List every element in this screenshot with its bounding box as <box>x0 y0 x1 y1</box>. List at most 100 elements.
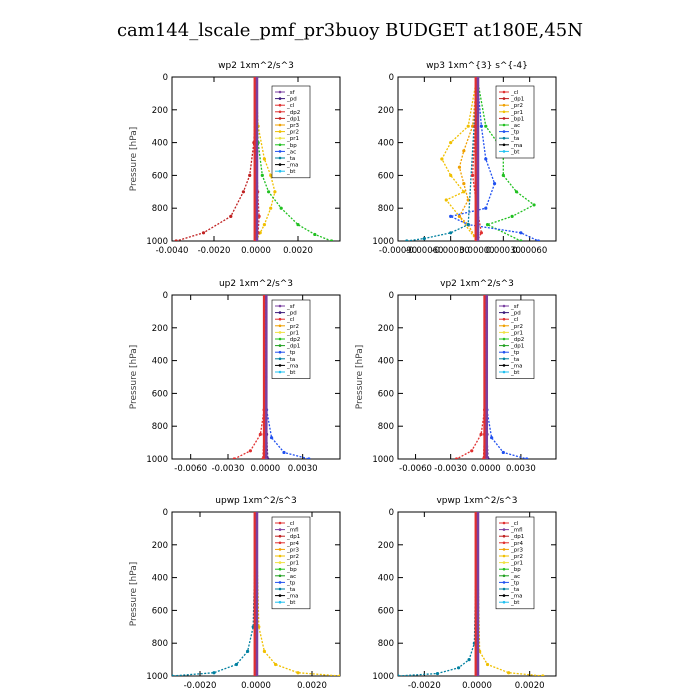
y-tick-label: 800 <box>378 204 394 214</box>
x-tick-label: 0.0020 <box>297 681 327 691</box>
series-point-pr1 <box>466 124 470 128</box>
legend-label: _pr1 <box>510 110 523 116</box>
plot-area <box>454 295 529 459</box>
legend-label: _ta <box>286 357 295 363</box>
x-tick-label: -0.00090 <box>379 246 417 256</box>
legend-label: _pr2 <box>286 130 299 136</box>
x-tick-label: -0.00030 <box>432 246 470 256</box>
y-axis-label: Pressure [hPa] <box>129 127 139 192</box>
legend-label: _pr3 <box>286 547 300 553</box>
legend-label: _ta <box>510 357 519 363</box>
page-title: cam144_lscale_pmf_pr3buoy BUDGET at180E,… <box>116 20 584 41</box>
x-tick-label: 0.0000 <box>241 246 271 256</box>
y-tick-label: 600 <box>152 171 168 181</box>
x-tick-label: 0.0030 <box>506 464 536 474</box>
series-point-ta <box>435 671 440 676</box>
series-point-cl <box>471 173 475 177</box>
series-point-dp2 <box>248 449 252 453</box>
legend-label: _ma <box>286 363 298 369</box>
chart-title: up2 1xm^2/s^3 <box>219 279 293 289</box>
y-tick-label: 400 <box>152 357 168 367</box>
series-point-pr1 <box>444 198 448 202</box>
legend-label: _bp1 <box>510 116 524 122</box>
legend-label: _pd <box>286 97 297 103</box>
legend-marker <box>502 567 506 571</box>
series-line-pr1 <box>441 77 478 241</box>
legend-label: _bt <box>286 169 296 175</box>
plot-area <box>398 512 545 676</box>
legend-marker <box>502 528 506 531</box>
series-point-tp <box>449 214 453 218</box>
series-point-pr1 <box>485 662 490 667</box>
series-point-dp2 <box>470 449 474 453</box>
series-point-ta <box>456 666 461 670</box>
series-point-tp <box>282 450 286 455</box>
legend-label: _sf <box>510 304 520 310</box>
legend-marker <box>278 364 282 367</box>
legend-marker <box>278 521 282 525</box>
series-point-ac <box>501 173 505 177</box>
legend-label: _pd <box>286 311 297 317</box>
legend-label: _tp <box>510 350 520 356</box>
chart-title: vpwp 1xm^2/s^3 <box>436 496 517 506</box>
legend-label: _ta <box>286 587 295 593</box>
legend-label: _ma <box>510 143 522 149</box>
legend-label: _tp <box>286 350 296 356</box>
legend-label: _ma <box>510 594 522 600</box>
series-point-pr1 <box>507 671 511 675</box>
series-point-ta <box>449 231 453 235</box>
legend-label: _dp2 <box>286 337 300 343</box>
legend-box <box>495 85 535 159</box>
series-line-pr2 <box>458 77 478 241</box>
series-line-bp <box>255 77 332 241</box>
legend-label: _tp <box>510 580 520 586</box>
y-tick-label: 800 <box>378 639 394 649</box>
legend-label: _pr2 <box>286 324 299 330</box>
y-tick-label: 200 <box>378 324 394 334</box>
legend-label: _dp1 <box>286 344 300 350</box>
legend-marker <box>278 90 282 94</box>
series-point-tp <box>536 239 541 241</box>
series-point-tp <box>307 457 311 459</box>
legend-marker <box>502 110 506 114</box>
plot-frame <box>397 294 557 460</box>
legend-marker <box>502 594 506 597</box>
series-point-tp <box>525 457 529 459</box>
series-point-bp <box>267 190 271 194</box>
legend-label: _mfl <box>510 528 523 534</box>
plot-frame <box>171 294 341 460</box>
series-point-ac <box>514 190 519 194</box>
legend-marker <box>502 331 506 334</box>
legend-label: _dp1 <box>286 534 300 540</box>
x-tick-label: -0.0020 <box>184 681 217 691</box>
legend-marker <box>502 600 506 604</box>
legend-marker <box>278 123 282 127</box>
legend-label: _tp <box>510 130 520 136</box>
series-point-dp2 <box>454 457 459 459</box>
legend-marker <box>278 103 282 107</box>
y-tick-label: 200 <box>378 541 394 551</box>
x-tick-label: 0.00030 <box>486 246 521 256</box>
chart-panel-5: upwp 1xm^2/s^3 0 200 400 600 800 1000 -0.0020 0.… <box>129 496 341 691</box>
legend-label: _dp1 <box>286 116 300 122</box>
legend-label: _sf <box>286 90 296 96</box>
series-line-pr1 <box>255 512 340 676</box>
legend-marker <box>278 357 282 361</box>
legend-marker <box>278 136 282 140</box>
legend-marker <box>502 561 506 564</box>
legend-label: _dp1 <box>510 534 524 540</box>
series-point-pr1 <box>449 173 453 177</box>
legend-marker <box>278 528 282 531</box>
legend-marker <box>502 357 506 361</box>
y-tick-label: 400 <box>378 139 394 149</box>
series-point-tp <box>484 206 488 210</box>
legend-marker <box>502 541 506 545</box>
legend-marker <box>502 317 506 321</box>
legend-label: _bp <box>286 567 297 573</box>
x-tick-label: -0.0020 <box>408 681 441 691</box>
legend-label: _pr3 <box>286 123 300 129</box>
series-line-ac <box>476 77 536 241</box>
series-point-pr1 <box>449 141 453 145</box>
legend-marker <box>502 130 506 133</box>
